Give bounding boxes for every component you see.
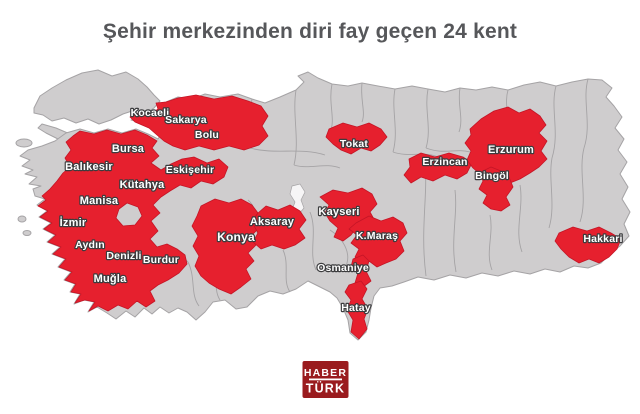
city-label-hakkari: Hakkari bbox=[583, 233, 622, 245]
logo-line2: TÜRK bbox=[306, 381, 346, 396]
page-title: Şehir merkezinden diri fay geçen 24 kent bbox=[103, 20, 517, 43]
city-label-erzurum: Erzurum bbox=[488, 144, 534, 156]
city-label-sakarya: Sakarya bbox=[165, 114, 207, 126]
province-hatay bbox=[344, 280, 369, 340]
haberturk-logo: HABER TÜRK bbox=[302, 361, 349, 398]
province-tokat bbox=[325, 122, 388, 155]
province-erzurum bbox=[464, 106, 548, 184]
province-bingol bbox=[478, 166, 514, 212]
city-label-erzincan: Erzincan bbox=[422, 156, 467, 168]
city-label-bolu: Bolu bbox=[195, 129, 219, 141]
province-hakkari bbox=[554, 226, 622, 264]
logo-line1: HABER bbox=[304, 367, 347, 379]
city-label-izmir: İzmir bbox=[60, 216, 87, 229]
city-label-manisa: Manisa bbox=[80, 195, 119, 207]
province-aksaray bbox=[251, 204, 307, 250]
highlighted-provinces bbox=[37, 94, 622, 340]
city-label-kmaras: K.Maraş bbox=[356, 230, 398, 242]
city-label-kayseri: Kayseri bbox=[318, 206, 359, 218]
city-label-kocaeli: Kocaeli bbox=[131, 107, 170, 119]
city-label-bursa: Bursa bbox=[112, 143, 145, 155]
island-3 bbox=[22, 230, 32, 236]
island-1 bbox=[15, 138, 33, 148]
city-label-balikesir: Balıkesir bbox=[65, 161, 113, 173]
city-label-mugla: Muğla bbox=[94, 273, 127, 285]
province-kmaras bbox=[348, 215, 408, 268]
city-label-osmaniye: Osmaniye bbox=[317, 262, 369, 274]
province-kocaeli-sakarya-bolu bbox=[129, 94, 269, 151]
region-thrace bbox=[33, 69, 161, 125]
province-west-cluster bbox=[37, 129, 229, 312]
province-konya bbox=[191, 198, 259, 295]
city-label-tokat: Tokat bbox=[340, 138, 369, 150]
city-label-hatay: Hatay bbox=[341, 302, 371, 314]
province-erzincan bbox=[403, 152, 473, 184]
city-label-konya: Konya bbox=[217, 230, 255, 244]
city-label-eskisehir: Eskişehir bbox=[166, 164, 215, 176]
city-label-burdur: Burdur bbox=[143, 254, 179, 266]
city-label-kutahya: Kütahya bbox=[120, 179, 165, 191]
city-label-bingol: Bingöl bbox=[475, 170, 509, 182]
logo-underline bbox=[309, 378, 342, 381]
city-label-aydin: Aydın bbox=[75, 239, 105, 251]
city-label-denizli: Denizli bbox=[106, 250, 141, 262]
island-2 bbox=[17, 215, 27, 223]
province-osmaniye bbox=[350, 254, 372, 288]
city-label-aksaray: Aksaray bbox=[250, 216, 295, 228]
